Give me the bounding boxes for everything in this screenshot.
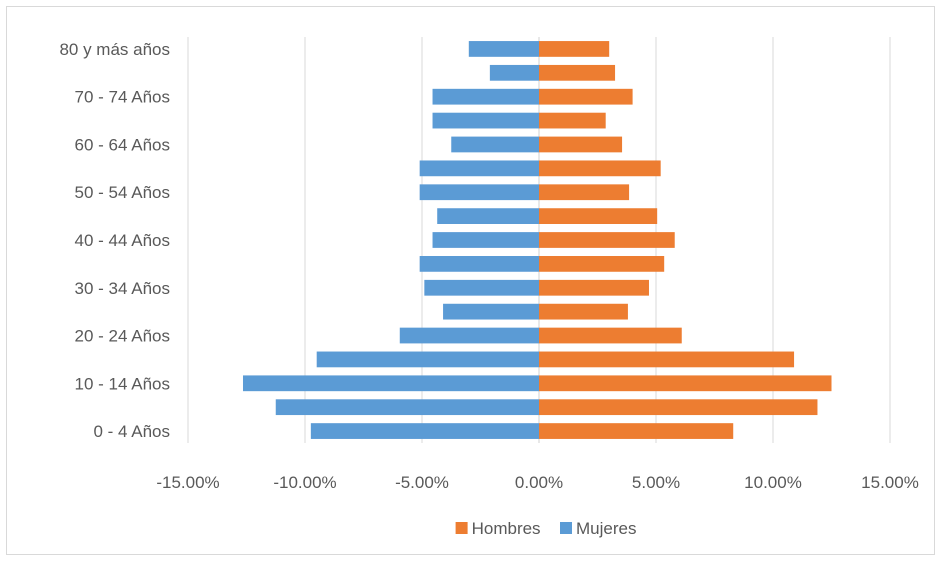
category-label: 30 - 34 Años <box>75 279 170 298</box>
population-pyramid-chart: 0 - 4 Años 10 - 14 Años 20 - 24 Años 30 - 3… <box>59 37 919 538</box>
x-tick-label: 0.00% <box>515 473 563 492</box>
category-axis-labels: 0 - 4 Años 10 - 14 Años 20 - 24 Años 30 - 3… <box>59 40 170 441</box>
bar-hombres-13 <box>539 112 606 129</box>
x-tick-label: 10.00% <box>744 473 802 492</box>
bar-mujeres-3 <box>316 351 539 368</box>
x-tick-label: -15.00% <box>156 473 219 492</box>
bar-hombres-4 <box>539 327 682 344</box>
category-label: 60 - 64 Años <box>75 135 170 154</box>
bar-mujeres-10 <box>419 184 539 201</box>
value-axis-labels: -15.00% -10.00% -5.00% 0.00% 5.00% 10.00% 15.0… <box>156 473 919 492</box>
bar-hombres-12 <box>539 136 623 153</box>
x-tick-label: -5.00% <box>395 473 449 492</box>
bar-hombres-11 <box>539 160 661 177</box>
x-tick-label: -10.00% <box>273 473 336 492</box>
bar-mujeres-2 <box>242 375 540 392</box>
legend-label-hombres: Hombres <box>472 519 541 538</box>
bar-hombres-1 <box>539 399 818 416</box>
bar-hombres-5 <box>539 303 628 320</box>
bar-hombres-10 <box>539 184 630 201</box>
bar-mujeres-1 <box>275 399 539 416</box>
bar-hombres-15 <box>539 64 616 81</box>
bar-mujeres-14 <box>432 88 539 105</box>
bar-mujeres-0 <box>310 423 539 439</box>
category-label: 20 - 24 Años <box>75 327 170 346</box>
bar-mujeres-15 <box>489 64 539 81</box>
bar-hombres-2 <box>539 375 832 392</box>
category-label: 10 - 14 Años <box>75 374 170 393</box>
bar-mujeres-9 <box>437 208 539 224</box>
legend: Hombres Mujeres <box>455 519 636 538</box>
bar-hombres-14 <box>539 88 633 105</box>
legend-label-mujeres: Mujeres <box>576 519 636 538</box>
bar-hombres-6 <box>539 279 649 296</box>
bar-hombres-0 <box>539 423 734 439</box>
bar-mujeres-11 <box>419 160 539 177</box>
x-tick-label: 5.00% <box>632 473 680 492</box>
category-label: 40 - 44 Años <box>75 231 170 250</box>
bar-hombres-16 <box>539 41 610 57</box>
category-label: 0 - 4 Años <box>93 422 170 441</box>
bar-mujeres-16 <box>468 41 539 57</box>
chart-area: 0 - 4 Años 10 - 14 Años 20 - 24 Años 30 - 3… <box>6 6 935 555</box>
category-label: 70 - 74 Años <box>75 88 170 107</box>
x-tick-label: 15.00% <box>861 473 919 492</box>
bar-mujeres-12 <box>451 136 539 153</box>
bar-hombres-8 <box>539 232 675 248</box>
bar-mujeres-8 <box>432 232 539 248</box>
bars <box>242 41 832 439</box>
bar-mujeres-5 <box>443 303 539 320</box>
bar-mujeres-7 <box>419 256 539 272</box>
legend-swatch-hombres <box>455 522 468 534</box>
bar-mujeres-4 <box>399 327 539 344</box>
legend-swatch-mujeres <box>560 522 572 534</box>
category-label: 50 - 54 Años <box>75 183 170 202</box>
bar-hombres-9 <box>539 208 658 224</box>
bar-mujeres-6 <box>424 279 539 296</box>
bar-hombres-3 <box>539 351 795 368</box>
bar-hombres-7 <box>539 256 665 272</box>
bar-mujeres-13 <box>432 112 539 129</box>
category-label: 80 y más años <box>59 40 170 59</box>
